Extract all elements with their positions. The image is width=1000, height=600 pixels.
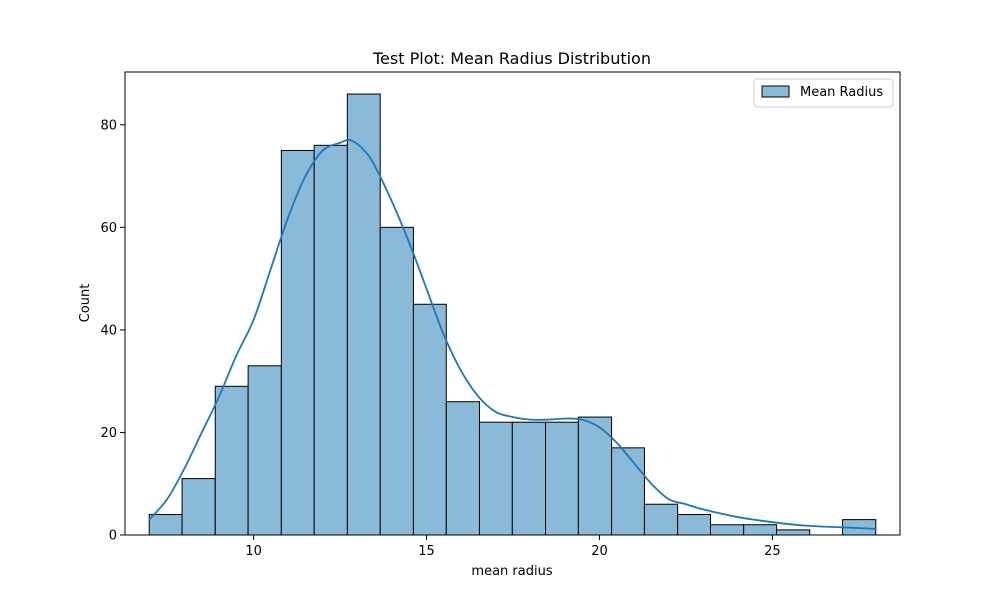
histogram-bar <box>181 478 216 536</box>
legend-swatch <box>761 85 790 98</box>
histogram-bar <box>743 524 778 536</box>
histogram-bar <box>643 503 679 536</box>
kde-curve-group <box>148 138 876 530</box>
x-tick-label: 10 <box>245 544 262 559</box>
y-axis-ticks: 0 20 40 60 80 <box>100 118 125 544</box>
x-tick-label: 15 <box>418 544 435 559</box>
y-tick-label: 60 <box>100 221 117 236</box>
y-tick-label: 40 <box>100 323 117 338</box>
histogram-bar <box>346 93 381 536</box>
legend-label: Mean Radius <box>800 85 883 100</box>
histogram-bar <box>148 513 183 536</box>
histogram-bar <box>247 365 282 536</box>
histogram-bar <box>511 421 547 536</box>
chart-title: Test Plot: Mean Radius Distribution <box>372 49 651 68</box>
histogram-bar <box>313 144 348 536</box>
histogram-bar <box>280 149 315 536</box>
y-axis-label: Count <box>78 284 93 323</box>
x-tick-label: 25 <box>764 544 781 559</box>
y-tick-label: 0 <box>109 529 117 544</box>
histogram-bar <box>776 529 811 536</box>
histogram-bar <box>214 385 249 536</box>
histogram-bar <box>478 421 513 536</box>
histogram-bar <box>379 226 414 536</box>
histogram-bar <box>412 303 447 536</box>
histogram-bar <box>709 524 745 536</box>
legend: Mean Radius <box>753 78 894 108</box>
x-axis-label: mean radius <box>471 564 552 579</box>
x-tick-label: 20 <box>591 544 608 559</box>
histogram-bars <box>148 93 877 536</box>
plot-frame <box>124 71 901 536</box>
y-tick-label: 20 <box>100 426 117 441</box>
histogram-bar <box>677 513 711 536</box>
kde-curve <box>148 138 876 530</box>
histogram-bar <box>545 421 579 536</box>
histogram-bar <box>577 416 613 536</box>
histogram-bar <box>445 401 480 536</box>
y-tick-label: 80 <box>100 118 117 133</box>
histogram-bar <box>611 447 645 536</box>
x-axis-ticks: 10 15 20 25 <box>245 535 781 559</box>
